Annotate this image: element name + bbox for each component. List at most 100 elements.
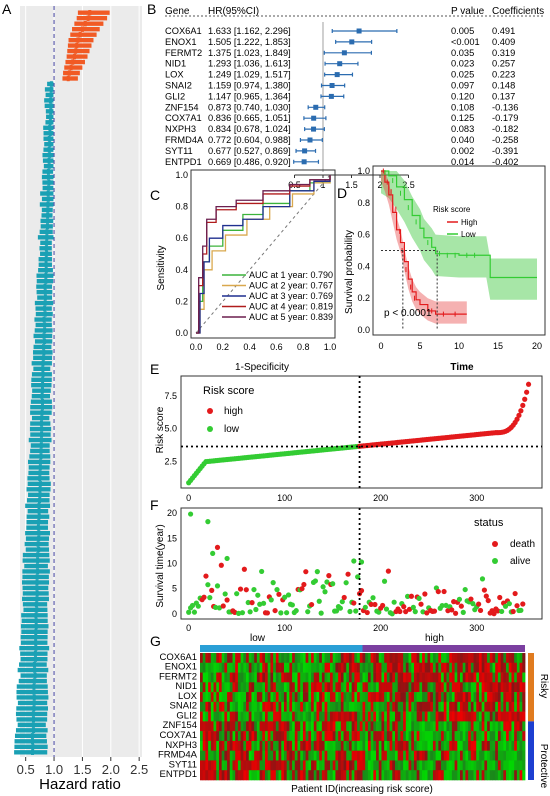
panel-g-cell — [506, 692, 510, 703]
panel-g-cell — [451, 662, 455, 673]
panel-g-cell — [378, 770, 382, 781]
panel-d-ytick-label: 0.4 — [357, 261, 370, 271]
panel-g-cell — [506, 682, 510, 693]
panel-g-cell — [202, 760, 206, 771]
panel-f-point — [383, 606, 390, 612]
panel-g-cell — [232, 740, 236, 751]
panel-g-cell — [432, 662, 437, 673]
panel-g-cell — [484, 662, 488, 673]
panel-g-cell — [229, 662, 233, 673]
panel-b-p: 0.120 — [451, 91, 474, 101]
panel-g-cell — [386, 721, 390, 732]
panel-g-cell — [232, 721, 236, 732]
panel-b-estimate — [311, 115, 317, 121]
panel-g-cell — [519, 672, 523, 683]
panel-f-point — [403, 609, 409, 615]
panel-g-cell — [251, 721, 255, 732]
panel-g-cell — [259, 731, 263, 742]
panel-g-cell — [300, 672, 304, 683]
panel-f-point — [308, 601, 315, 608]
panel-g-cell — [340, 653, 344, 664]
panel-g-cell — [270, 760, 274, 771]
panel-g-cell — [243, 662, 247, 673]
panel-g-cell — [235, 740, 239, 751]
panel-g-cell — [413, 721, 418, 732]
panel-g-cell — [224, 653, 228, 664]
panel-g-cell — [262, 760, 266, 771]
panel-g-cell — [432, 711, 437, 722]
panel-g-cell — [422, 750, 426, 761]
panel-g-cell — [205, 760, 209, 771]
panel-a-point — [40, 431, 44, 438]
panel-g-cell — [481, 770, 485, 781]
panel-g-cell — [343, 760, 347, 771]
panel-g-cell — [289, 731, 293, 742]
panel-g-cell — [362, 731, 366, 742]
panel-a-point — [40, 382, 44, 388]
panel-g-cell — [373, 721, 377, 732]
panel-a-point — [43, 327, 47, 334]
panel-g-cell — [511, 770, 515, 781]
panel-g-cell — [216, 662, 220, 673]
panel-g-cell — [346, 740, 350, 751]
panel-a-point — [34, 645, 38, 651]
panel-g-cell — [278, 731, 282, 742]
panel-g-cell — [305, 692, 309, 703]
panel-b-p: 0.014 — [451, 157, 474, 167]
panel-g-cell — [202, 672, 206, 683]
panel-g-cell — [478, 770, 483, 781]
panel-g-cell — [321, 662, 325, 673]
panel-g-cell — [408, 750, 412, 761]
panel-g-cell — [265, 701, 269, 712]
panel-g-cell — [354, 662, 358, 673]
panel-g-cell — [468, 682, 472, 693]
panel-f-legend-alive: alive — [510, 556, 531, 567]
panel-a-point — [34, 656, 38, 662]
panel-g-cell — [373, 682, 377, 693]
panel-f-point — [188, 511, 194, 517]
panel-g-cell — [305, 721, 309, 732]
panel-g-cell — [256, 740, 260, 751]
panel-g-cell — [516, 653, 520, 664]
panel-g-cell — [216, 701, 220, 712]
panel-a-point — [45, 223, 49, 230]
panel-g-cell — [430, 721, 434, 732]
panel-g-cell — [514, 653, 518, 664]
panel-g-cell — [289, 711, 293, 722]
panel-g-cell — [210, 701, 214, 712]
panel-g-cell — [473, 711, 477, 722]
panel-f-point — [495, 608, 501, 614]
panel-g-cell — [297, 770, 301, 781]
panel-a-point — [32, 716, 36, 723]
panel-g-cell — [449, 653, 453, 664]
panel-g-cell — [470, 750, 474, 761]
panel-g-cell — [316, 701, 320, 712]
panel-g-cell — [316, 672, 320, 683]
panel-g-cell — [492, 740, 496, 751]
panel-f-point — [268, 597, 274, 603]
panel-g-cell — [473, 750, 477, 761]
panel-b-gene: COX7A1 — [165, 113, 202, 123]
panel-g-cell — [297, 653, 301, 664]
panel-g-cell — [357, 692, 361, 703]
panel-g-cell — [200, 672, 204, 683]
panel-f-point — [330, 581, 336, 587]
panel-g-cell — [378, 731, 382, 742]
panel-g-cell — [286, 653, 290, 664]
panel-g-cell — [370, 770, 374, 781]
panel-g-cell — [413, 750, 418, 761]
panel-g-cell — [297, 731, 301, 742]
panel-g-cell — [454, 711, 458, 722]
panel-g-cell — [240, 770, 244, 781]
panel-a-point — [39, 448, 43, 454]
panel-f-point — [284, 610, 290, 616]
panel-g-cell — [432, 692, 437, 703]
panel-b-gene: ENOX1 — [165, 37, 197, 47]
panel-a-point — [32, 661, 36, 668]
panel-g-cell — [248, 760, 252, 771]
panel-g-cell — [237, 662, 242, 673]
panel-g-cell — [251, 701, 255, 712]
panel-g-cell — [413, 770, 418, 781]
panel-g-cell — [354, 672, 358, 683]
